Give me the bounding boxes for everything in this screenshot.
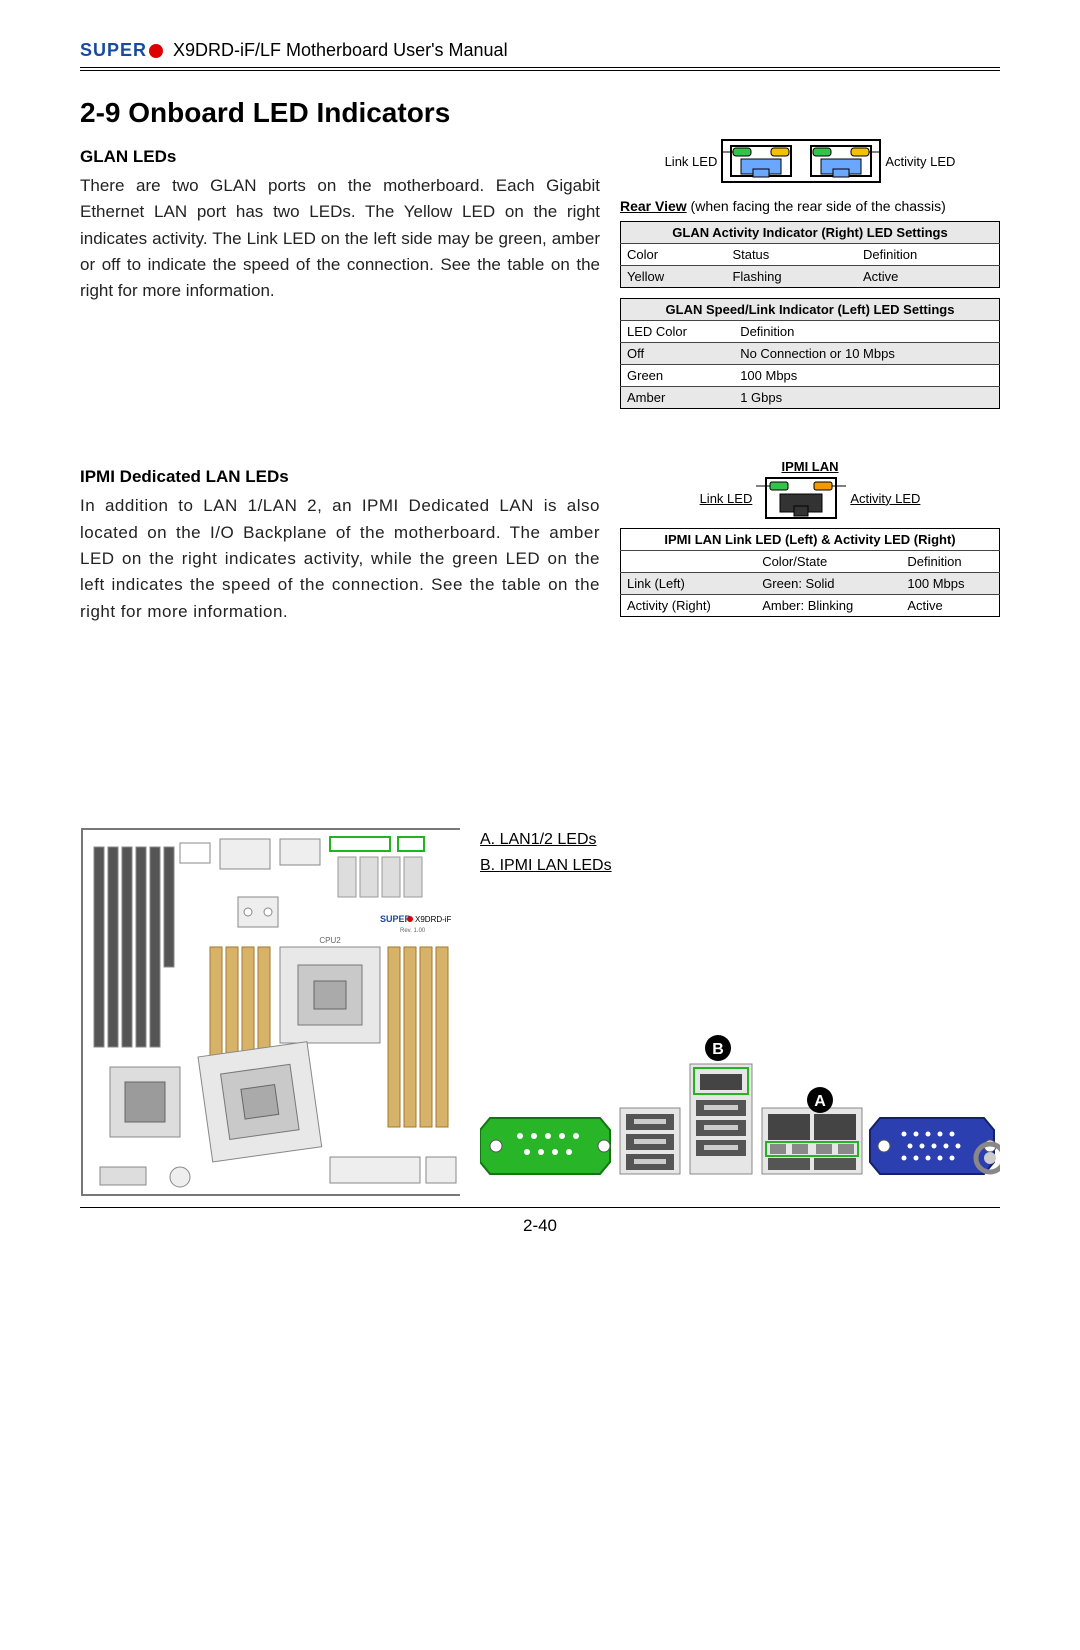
- table-title: GLAN Speed/Link Indicator (Left) LED Set…: [621, 299, 1000, 321]
- table-header: Color/State: [756, 551, 901, 573]
- table-cell: Off: [621, 343, 735, 365]
- section-title: 2-9 Onboard LED Indicators: [80, 97, 1000, 129]
- ipmi-port-diagram: Link LED Activity LED: [620, 474, 1000, 522]
- svg-text:CPU2: CPU2: [319, 936, 341, 945]
- table-header: [621, 551, 757, 573]
- table-cell: Flashing: [726, 266, 857, 288]
- table-header: LED Color: [621, 321, 735, 343]
- table-header: Color: [621, 244, 727, 266]
- glan-body: There are two GLAN ports on the motherbo…: [80, 173, 600, 305]
- table-title: IPMI LAN Link LED (Left) & Activity LED …: [621, 529, 1000, 551]
- table-cell: 100 Mbps: [901, 573, 999, 595]
- table-cell: Green: [621, 365, 735, 387]
- table-title: GLAN Activity Indicator (Right) LED Sett…: [621, 222, 1000, 244]
- brand-text: SUPER: [80, 40, 147, 61]
- ipmi-lan-title: IPMI LAN: [620, 459, 1000, 474]
- bottom-diagram-row: SUPER X9DRD-iF Rev. 1.00 CPU2: [80, 827, 1000, 1197]
- ipmi-section: IPMI Dedicated LAN LEDs In addition to L…: [80, 459, 1000, 627]
- mobo-model: X9DRD-iF: [415, 915, 452, 924]
- table-header: Status: [726, 244, 857, 266]
- table-cell: Green: Solid: [756, 573, 901, 595]
- link-led-label: Link LED: [665, 154, 718, 169]
- table-cell: Yellow: [621, 266, 727, 288]
- marker-a: A: [814, 1093, 826, 1110]
- table-header: Definition: [734, 321, 999, 343]
- table-cell: 1 Gbps: [734, 387, 999, 409]
- rear-view-note: Rear View (when facing the rear side of …: [620, 197, 1000, 215]
- legend-b: B. IPMI LAN LEDs: [480, 853, 1000, 879]
- table-cell: 100 Mbps: [734, 365, 999, 387]
- table-cell: Link (Left): [621, 573, 757, 595]
- mobo-brand: SUPER: [380, 914, 412, 924]
- brand-dot-icon: [149, 44, 163, 58]
- doc-title: X9DRD-iF/LF Motherboard User's Manual: [173, 40, 508, 61]
- ipmi-body: In addition to LAN 1/LAN 2, an IPMI Dedi…: [80, 493, 600, 625]
- io-shield-diagram: B A: [480, 1008, 1000, 1188]
- motherboard-diagram: SUPER X9DRD-iF Rev. 1.00 CPU2: [80, 827, 460, 1197]
- ipmi-heading: IPMI Dedicated LAN LEDs: [80, 467, 600, 487]
- mobo-rev: Rev. 1.00: [400, 928, 426, 934]
- table-header: Definition: [901, 551, 999, 573]
- ipmi-table: IPMI LAN Link LED (Left) & Activity LED …: [620, 528, 1000, 617]
- marker-b: B: [712, 1041, 724, 1058]
- table-cell: No Connection or 10 Mbps: [734, 343, 999, 365]
- rj45-dual-icon: [721, 139, 881, 183]
- glan-heading: GLAN LEDs: [80, 147, 600, 167]
- table-cell: Amber: Blinking: [756, 595, 901, 617]
- rear-view-bold: Rear View: [620, 198, 687, 214]
- glan-section: GLAN LEDs There are two GLAN ports on th…: [80, 139, 1000, 419]
- glan-port-diagram: Link LED: [620, 139, 1000, 183]
- page-header: SUPER X9DRD-iF/LF Motherboard User's Man…: [80, 40, 1000, 71]
- glan-activity-table: GLAN Activity Indicator (Right) LED Sett…: [620, 221, 1000, 288]
- activity-led-label: Activity LED: [885, 154, 955, 169]
- table-cell: Amber: [621, 387, 735, 409]
- table-header: Definition: [857, 244, 1000, 266]
- legend-a: A. LAN1/2 LEDs: [480, 827, 1000, 853]
- table-cell: Active: [857, 266, 1000, 288]
- ipmi-activity-label: Activity LED: [850, 491, 920, 506]
- table-cell: Activity (Right): [621, 595, 757, 617]
- page-number: 2-40: [80, 1207, 1000, 1236]
- rear-view-rest: (when facing the rear side of the chassi…: [687, 198, 946, 214]
- rj45-single-icon: [756, 474, 846, 522]
- ipmi-link-label: Link LED: [700, 491, 753, 506]
- table-cell: Active: [901, 595, 999, 617]
- glan-speed-table: GLAN Speed/Link Indicator (Left) LED Set…: [620, 298, 1000, 409]
